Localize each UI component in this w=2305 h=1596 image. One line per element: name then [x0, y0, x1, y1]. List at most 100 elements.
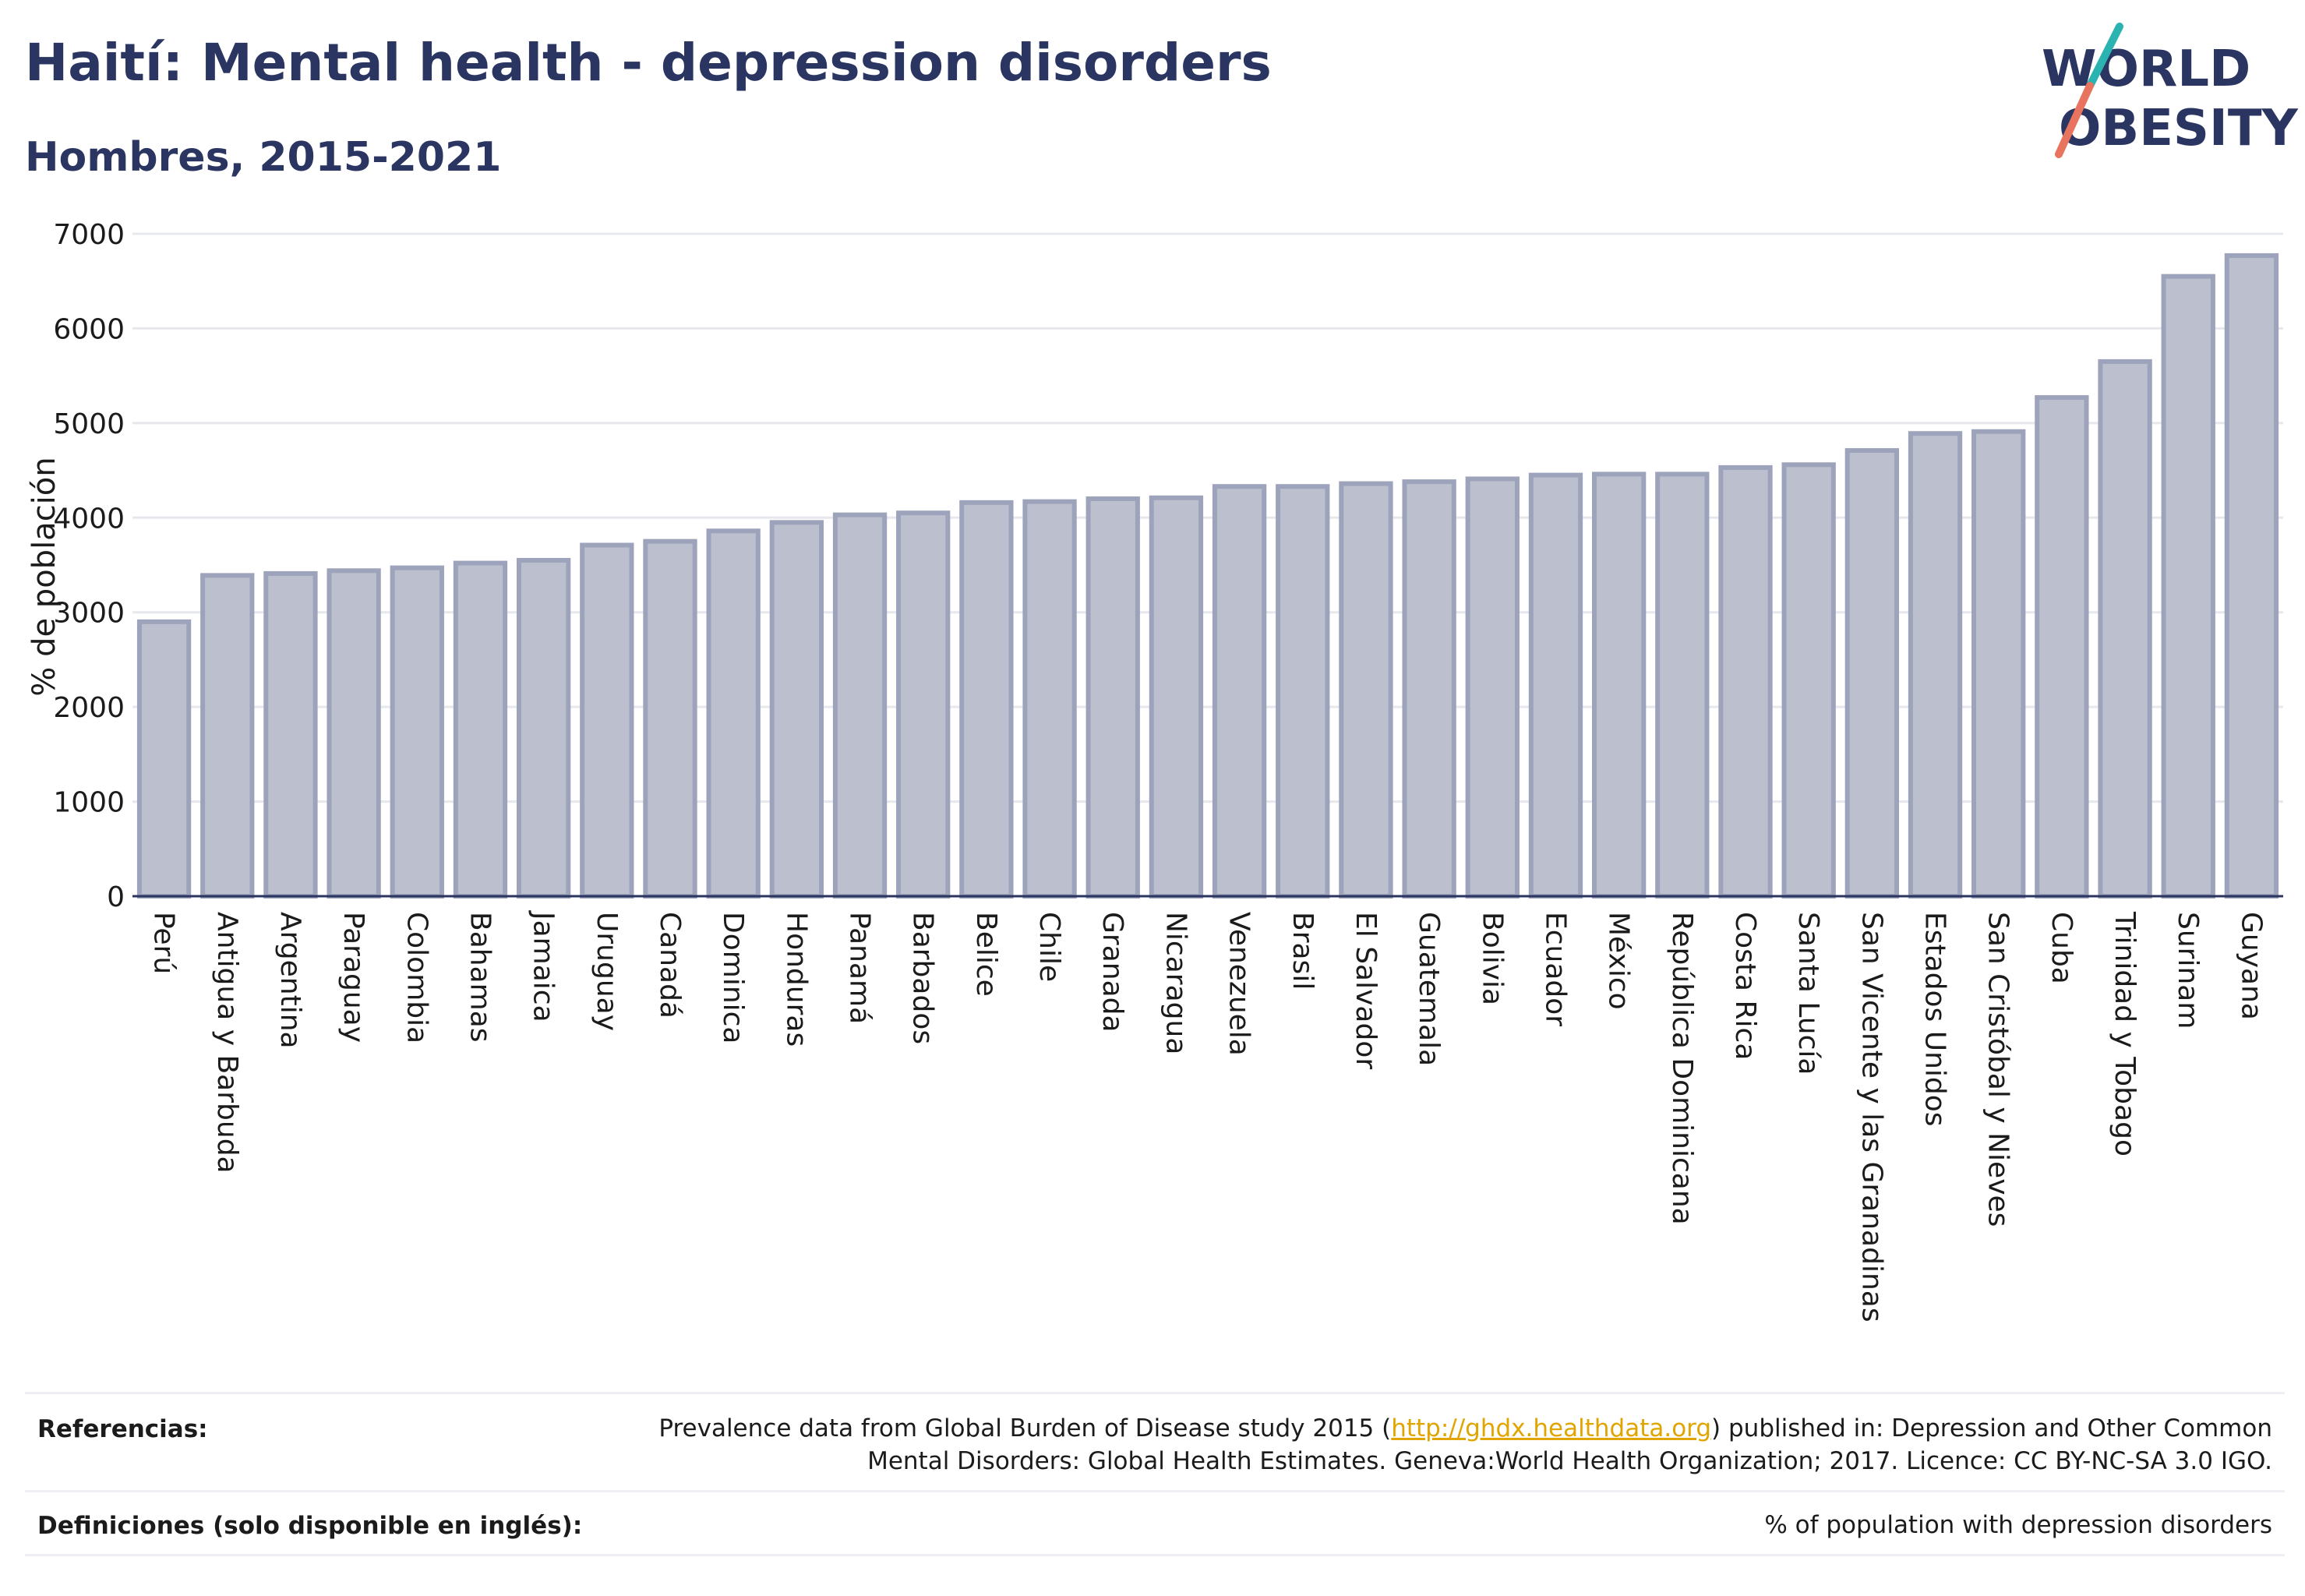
references-line2: Mental Disorders: Global Health Estimate…	[867, 1447, 2272, 1475]
bar	[453, 560, 508, 899]
bar	[1276, 484, 1330, 899]
x-tick-label: México	[1603, 912, 1635, 1010]
chart-title: Haití: Mental health - depression disord…	[25, 33, 1272, 93]
bar	[1844, 448, 1900, 899]
x-tick-label: Ecuador	[1539, 912, 1571, 1026]
bar	[1022, 499, 1077, 899]
footer-definitions: Definiciones (solo disponible en inglés)…	[25, 1495, 2285, 1549]
x-tick-label: San Cristóbal y Nieves	[1982, 912, 2014, 1227]
bar	[1149, 495, 1204, 899]
bar	[1339, 481, 1393, 899]
bar	[1908, 431, 1963, 899]
x-tick-label: Uruguay	[591, 912, 623, 1031]
footer-references: Referencias: Prevalence data from Global…	[25, 1403, 2285, 1488]
footer-divider-mid	[25, 1490, 2285, 1492]
x-tick-label: Barbados	[907, 912, 939, 1044]
x-tick-label: Venezuela	[1223, 912, 1255, 1056]
bar	[263, 570, 318, 899]
bar	[136, 619, 192, 899]
x-tick-label: Nicaragua	[1160, 912, 1191, 1054]
x-tick-label: Surinam	[2172, 912, 2204, 1029]
references-label: Referencias:	[37, 1415, 208, 1443]
x-tick-label: Estados Unidos	[1919, 912, 1951, 1127]
x-tick-label: Costa Rica	[1729, 912, 1761, 1060]
bar	[832, 512, 888, 899]
bar-chart: 0 1000 2000 3000 4000 5000 6000 7000 Perú Antigu…	[26, 219, 2283, 1322]
x-tick-label: Honduras	[780, 912, 812, 1047]
references-pre: Prevalence data from Global Burden of Di…	[658, 1414, 1392, 1442]
references-post: ) published in: Depression and Other Com…	[1711, 1414, 2272, 1442]
x-tick-label: Panamá	[844, 912, 876, 1024]
y-tick-label: 0	[107, 881, 125, 913]
bar	[1528, 472, 1583, 899]
y-axis-ticks: 0 1000 2000 3000 4000 5000 6000 7000	[53, 219, 125, 913]
bar	[959, 500, 1014, 899]
y-tick-label: 4000	[53, 503, 125, 535]
y-tick-label: 6000	[53, 313, 125, 345]
bar	[1655, 471, 1710, 899]
y-tick-label: 3000	[53, 598, 125, 630]
bar	[1718, 464, 1773, 899]
x-tick-label: Guatemala	[1413, 912, 1445, 1066]
y-axis-label: % de población	[26, 457, 62, 696]
bar	[1781, 462, 1836, 899]
logo-accent-coral	[2055, 82, 2094, 158]
x-tick-label: El Salvador	[1350, 912, 1382, 1069]
x-tick-label: Granada	[1096, 912, 1128, 1033]
bar	[706, 528, 761, 899]
logo-accent-teal	[2086, 23, 2123, 90]
definitions-label: Definiciones (solo disponible en inglés)…	[37, 1512, 583, 1540]
x-tick-label: Antigua y Barbuda	[211, 912, 243, 1174]
bar	[580, 542, 634, 899]
bar	[1212, 484, 1267, 899]
logo-line2: OBESITY	[2059, 100, 2298, 157]
x-tick-label: Bolivia	[1476, 912, 1508, 1005]
x-tick-label: Cuba	[2046, 912, 2077, 984]
x-tick-label: Brasil	[1287, 912, 1318, 990]
y-tick-label: 5000	[53, 408, 125, 440]
x-tick-label: Argentina	[274, 912, 306, 1049]
bar	[2161, 274, 2215, 899]
logo-line1: WORLD	[2042, 41, 2250, 98]
bar	[200, 573, 255, 899]
x-tick-label: Perú	[148, 912, 180, 974]
y-tick-label: 7000	[53, 219, 125, 251]
x-tick-label: Trinidad y Tobago	[2109, 911, 2141, 1156]
chart-subtitle: Hombres, 2015-2021	[25, 134, 502, 181]
bar	[2224, 252, 2279, 899]
x-tick-label: Guyana	[2235, 912, 2267, 1020]
x-tick-label: San Vicente y las Granadinas	[1855, 912, 1887, 1322]
x-tick-label: Bahamas	[464, 912, 496, 1043]
bar	[643, 538, 697, 899]
bar	[1085, 496, 1140, 899]
y-tick-label: 2000	[53, 692, 125, 724]
x-tick-label: Jamaica	[528, 910, 559, 1022]
definitions-value: % of population with depression disorder…	[1764, 1511, 2272, 1539]
bar	[390, 565, 444, 899]
world-obesity-logo: WORLD OBESITY	[2042, 23, 2298, 158]
x-axis-ticks: Perú Antigua y Barbuda Argentina Paraguay Co…	[148, 910, 2268, 1322]
x-tick-label: Canadá	[654, 912, 686, 1019]
bar	[1591, 471, 1647, 899]
bar	[896, 510, 951, 899]
x-tick-label: República Dominicana	[1666, 912, 1698, 1225]
y-tick-label: 1000	[53, 787, 125, 819]
x-tick-label: Chile	[1033, 912, 1065, 982]
x-tick-label: Dominica	[717, 912, 749, 1044]
bar	[516, 557, 571, 899]
references-text: Prevalence data from Global Burden of Di…	[658, 1412, 2272, 1478]
footer-divider-bottom	[25, 1554, 2285, 1556]
x-tick-label: Paraguay	[337, 912, 369, 1043]
bar	[769, 520, 824, 899]
references-link[interactable]: http://ghdx.healthdata.org	[1391, 1414, 1712, 1442]
bar	[327, 568, 381, 899]
bar	[1402, 479, 1456, 899]
bars	[136, 252, 2279, 899]
bar	[1971, 429, 2026, 899]
x-tick-label: Santa Lucía	[1792, 912, 1824, 1075]
x-tick-label: Belice	[970, 912, 1002, 997]
x-tick-label: Colombia	[401, 912, 432, 1043]
bar	[1465, 476, 1520, 899]
bar	[2098, 358, 2152, 899]
footer-divider-top	[25, 1392, 2285, 1394]
